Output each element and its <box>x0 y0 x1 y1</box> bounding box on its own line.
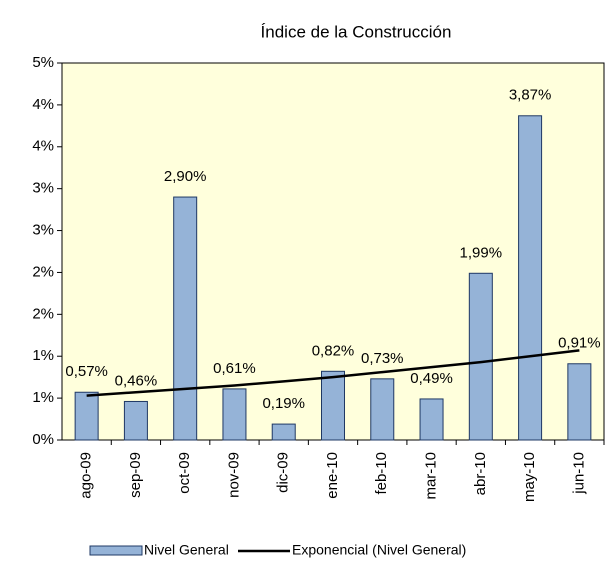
bar <box>468 272 493 441</box>
chart-title: Índice de la Construcción <box>261 22 452 41</box>
trend-line <box>86 349 580 397</box>
bar <box>271 423 296 441</box>
data-label: 2,90% <box>164 168 207 185</box>
data-label: 0,61% <box>213 360 256 377</box>
bar <box>567 363 592 441</box>
x-tick-label: nov-09 <box>225 452 242 498</box>
data-label: 0,19% <box>262 395 305 412</box>
x-tick-label: may-10 <box>521 452 538 502</box>
legend-swatch <box>89 545 143 556</box>
bar <box>321 370 345 441</box>
y-tick-label: 3% <box>32 180 54 197</box>
bar <box>370 378 395 441</box>
bar <box>173 196 198 441</box>
data-label: 0,57% <box>65 363 108 380</box>
bar <box>419 398 444 441</box>
bar <box>222 388 247 441</box>
x-tick-label: dic-09 <box>275 452 292 493</box>
x-tick-label: ene-10 <box>324 452 341 499</box>
data-label: 0,49% <box>410 370 453 387</box>
y-tick-label: 1% <box>32 389 54 406</box>
data-label: 0,46% <box>115 372 158 389</box>
bar <box>123 400 148 441</box>
y-tick-label: 1% <box>32 347 54 364</box>
data-label: 0,73% <box>361 350 404 367</box>
bar <box>518 115 543 441</box>
x-tick-label: feb-10 <box>373 452 390 495</box>
x-tick-label: oct-09 <box>176 452 193 494</box>
data-label: 3,87% <box>509 87 552 104</box>
data-label: 0,82% <box>312 342 355 359</box>
x-tick-label: jun-10 <box>570 452 587 495</box>
x-tick-label: sep-09 <box>127 452 144 498</box>
y-tick-label: 0% <box>32 431 54 448</box>
y-tick-label: 2% <box>32 263 54 280</box>
y-tick-label: 4% <box>32 96 54 113</box>
data-label: 1,99% <box>460 244 503 261</box>
x-tick-label: mar-10 <box>423 452 440 500</box>
y-tick-label: 2% <box>32 305 54 322</box>
bar <box>74 391 99 441</box>
legend-label: Exponencial (Nivel General) <box>292 542 466 558</box>
y-tick-label: 3% <box>32 222 54 239</box>
data-label: 0,91% <box>558 335 601 352</box>
legend-label: Nivel General <box>144 542 229 558</box>
x-tick-label: ago-09 <box>78 452 95 499</box>
y-tick-label: 5% <box>32 54 54 71</box>
y-tick-label: 4% <box>32 138 54 155</box>
x-tick-label: abr-10 <box>472 452 489 495</box>
